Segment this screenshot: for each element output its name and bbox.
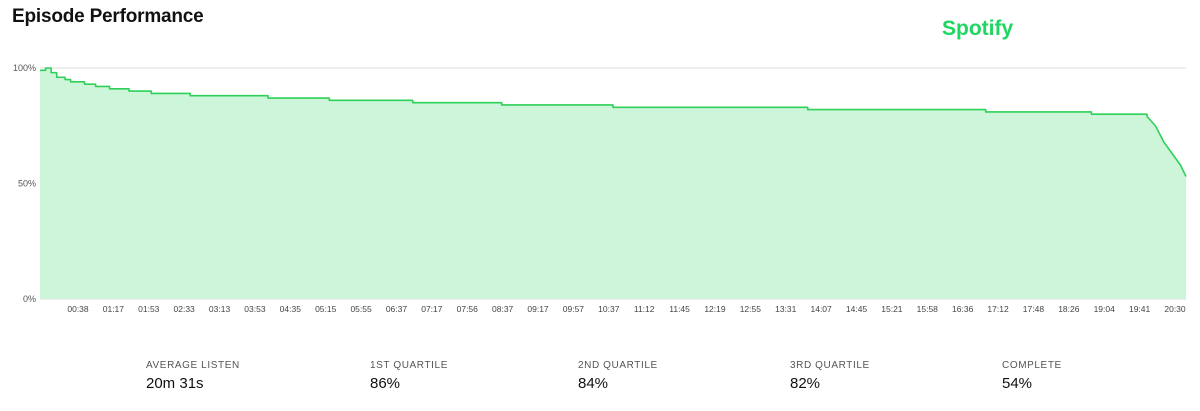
brand-label: Spotify [942, 17, 1014, 40]
x-tick-label: 00:38 [67, 304, 89, 314]
stats-row: AVERAGE LISTEN 20m 31s 1ST QUARTILE 86% … [0, 360, 1200, 400]
x-tick-label: 01:53 [138, 304, 160, 314]
x-tick-label: 19:41 [1129, 304, 1151, 314]
x-tick-label: 12:19 [704, 304, 726, 314]
x-tick-label: 04:35 [280, 304, 302, 314]
x-tick-label: 01:17 [103, 304, 125, 314]
y-tick-label: 0% [23, 294, 36, 304]
y-tick-label: 50% [18, 179, 36, 189]
x-tick-label: 03:53 [244, 304, 266, 314]
series-line [40, 67, 1187, 177]
x-tick-label: 07:17 [421, 304, 443, 314]
x-tick-label: 05:15 [315, 304, 337, 314]
x-tick-label: 15:21 [881, 304, 903, 314]
x-tick-label: 12:55 [740, 304, 762, 314]
stat-label: COMPLETE [1002, 360, 1062, 371]
area-fill [40, 68, 1186, 299]
x-tick-label: 18:26 [1058, 304, 1080, 314]
stat-value: 82% [790, 375, 821, 392]
x-tick-label: 14:07 [810, 304, 832, 314]
x-tick-label: 17:48 [1023, 304, 1045, 314]
x-tick-label: 13:31 [775, 304, 797, 314]
stat-average-listen: AVERAGE LISTEN 20m 31s [146, 360, 240, 392]
x-tick-label: 15:58 [917, 304, 939, 314]
x-tick-label: 10:37 [598, 304, 620, 314]
stat-second-quartile: 2ND QUARTILE 84% [578, 360, 658, 392]
x-tick-label: 11:12 [634, 304, 655, 314]
x-tick-label: 05:55 [350, 304, 372, 314]
x-tick-label: 09:17 [527, 304, 549, 314]
stat-label: AVERAGE LISTEN [146, 360, 240, 371]
stat-label: 1ST QUARTILE [370, 360, 448, 371]
x-tick-label: 11:45 [669, 304, 690, 314]
stat-third-quartile: 3RD QUARTILE 82% [790, 360, 870, 392]
retention-chart: 0% 50% 100% 00:38 01:17 01:53 02:33 03:13 03:53… [13, 63, 1187, 314]
x-tick-label: 07:56 [457, 304, 479, 314]
stat-value: 86% [370, 375, 401, 392]
x-tick-label: 03:13 [209, 304, 231, 314]
x-tick-label: 06:37 [386, 304, 408, 314]
x-tick-label: 02:33 [174, 304, 196, 314]
x-tick-label: 08:37 [492, 304, 514, 314]
stat-value: 20m 31s [146, 375, 204, 392]
y-tick-label: 100% [13, 63, 36, 73]
stat-first-quartile: 1ST QUARTILE 86% [370, 360, 448, 392]
x-tick-label: 17:12 [987, 304, 1009, 314]
stat-label: 3RD QUARTILE [790, 360, 870, 371]
x-tick-label: 19:04 [1094, 304, 1116, 314]
x-tick-label: 20:30 [1164, 304, 1186, 314]
y-axis-labels: 0% 50% 100% [13, 63, 36, 304]
stat-label: 2ND QUARTILE [578, 360, 658, 371]
stat-value: 84% [578, 375, 609, 392]
stat-complete: COMPLETE 54% [1002, 360, 1062, 392]
x-tick-label: 14:45 [846, 304, 868, 314]
chart-title: Episode Performance [12, 6, 204, 27]
x-tick-label: 09:57 [563, 304, 585, 314]
area-series [40, 67, 1187, 299]
x-tick-label: 16:36 [952, 304, 974, 314]
stat-value: 54% [1002, 375, 1033, 392]
x-axis-labels: 00:38 01:17 01:53 02:33 03:13 03:53 04:35 05:15… [67, 304, 1186, 314]
